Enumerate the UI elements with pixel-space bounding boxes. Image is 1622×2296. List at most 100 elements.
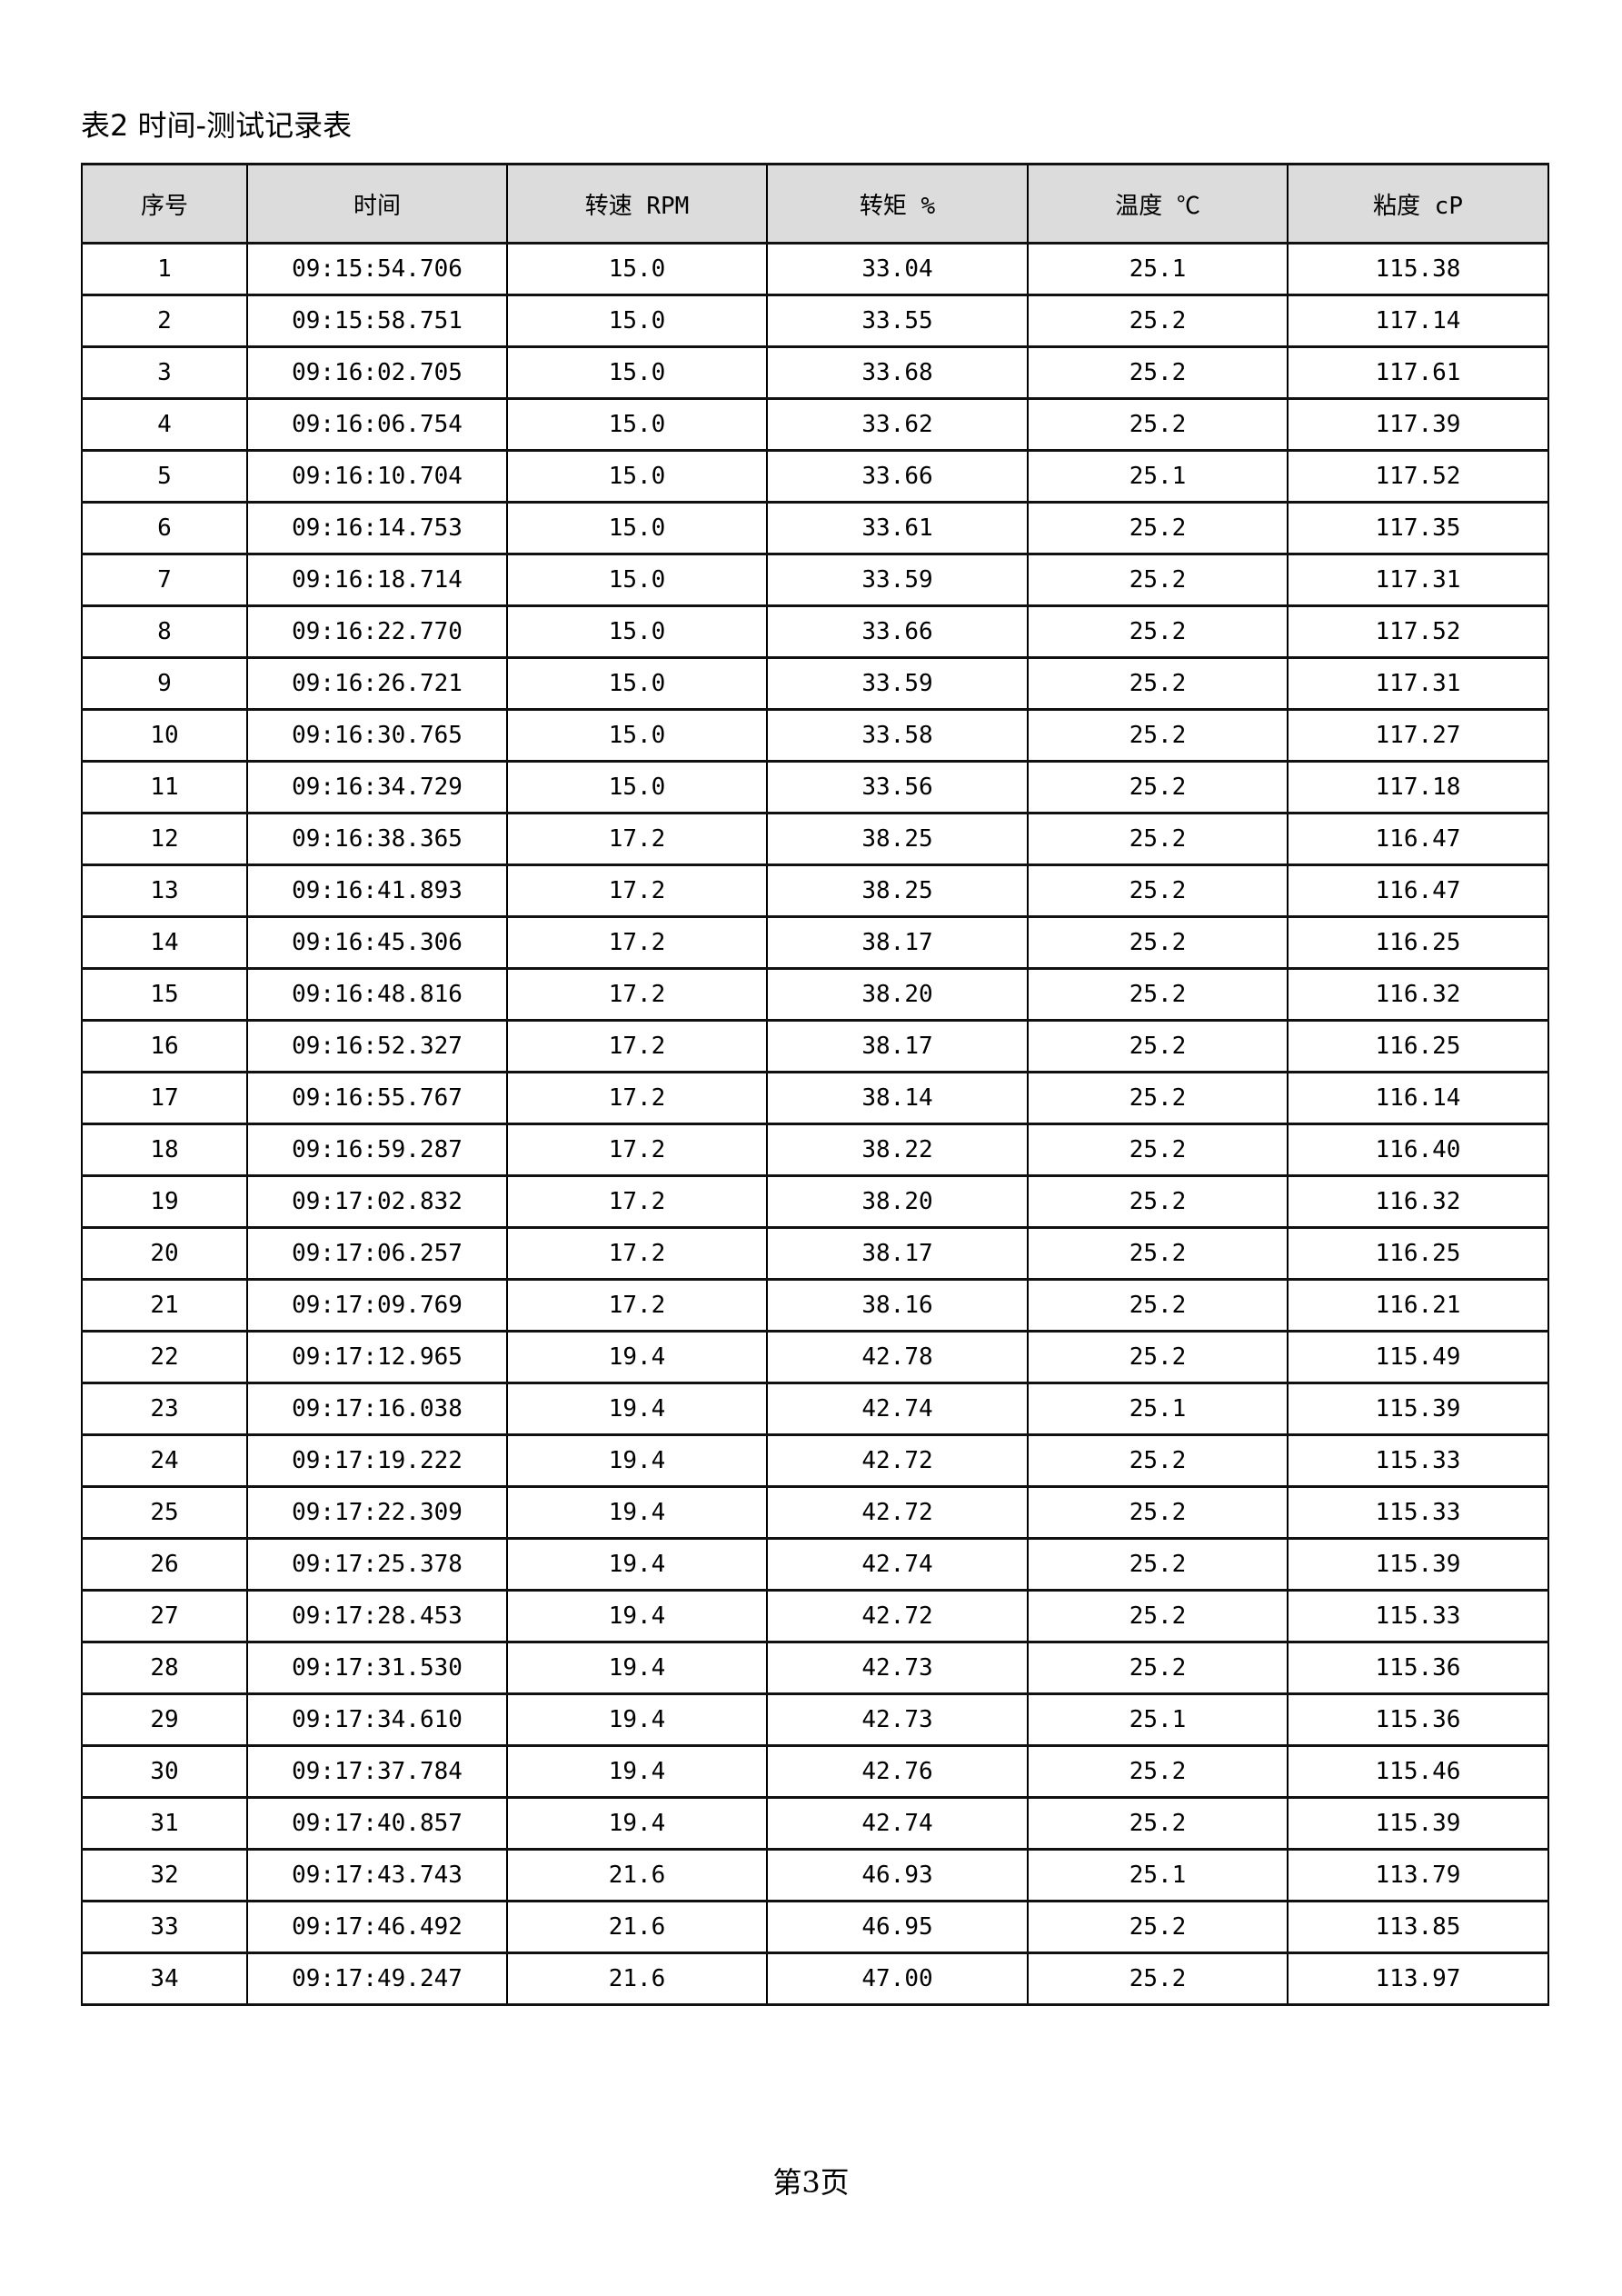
cell-viscosity: 117.52 — [1287, 604, 1549, 659]
cell-torque: 46.93 — [766, 1848, 1029, 1902]
column-header-speed: 转速 RPM — [506, 163, 768, 245]
cell-speed: 17.2 — [506, 1071, 768, 1125]
cell-temperature: 25.2 — [1027, 708, 1289, 763]
cell-viscosity: 115.38 — [1287, 242, 1549, 296]
table-row: 33 09:17:46.492 21.6 46.95 25.2 113.85 — [81, 1900, 1549, 1954]
cell-temperature: 25.2 — [1027, 501, 1289, 555]
cell-torque: 38.14 — [766, 1071, 1029, 1125]
cell-index: 5 — [81, 449, 248, 504]
cell-temperature: 25.2 — [1027, 1226, 1289, 1281]
cell-torque: 42.73 — [766, 1641, 1029, 1695]
cell-speed: 17.2 — [506, 1174, 768, 1229]
cell-torque: 42.72 — [766, 1589, 1029, 1643]
cell-time: 09:16:41.893 — [246, 863, 508, 918]
table-row: 15 09:16:48.816 17.2 38.20 25.2 116.32 — [81, 967, 1549, 1022]
cell-temperature: 25.2 — [1027, 1900, 1289, 1954]
cell-torque: 33.66 — [766, 604, 1029, 659]
column-header-temperature: 温度 ℃ — [1027, 163, 1289, 245]
table-row: 32 09:17:43.743 21.6 46.93 25.1 113.79 — [81, 1848, 1549, 1902]
cell-torque: 38.25 — [766, 812, 1029, 866]
table-row: 18 09:16:59.287 17.2 38.22 25.2 116.40 — [81, 1123, 1549, 1177]
cell-temperature: 25.2 — [1027, 915, 1289, 970]
cell-index: 13 — [81, 863, 248, 918]
table-row: 8 09:16:22.770 15.0 33.66 25.2 117.52 — [81, 604, 1549, 659]
table-row: 7 09:16:18.714 15.0 33.59 25.2 117.31 — [81, 553, 1549, 607]
cell-temperature: 25.2 — [1027, 812, 1289, 866]
cell-temperature: 25.2 — [1027, 1796, 1289, 1851]
cell-index: 16 — [81, 1019, 248, 1073]
cell-torque: 33.59 — [766, 656, 1029, 711]
cell-index: 23 — [81, 1382, 248, 1436]
table-row: 29 09:17:34.610 19.4 42.73 25.1 115.36 — [81, 1692, 1549, 1747]
cell-temperature: 25.2 — [1027, 294, 1289, 348]
cell-time: 09:15:54.706 — [246, 242, 508, 296]
cell-viscosity: 115.36 — [1287, 1641, 1549, 1695]
table-row: 1 09:15:54.706 15.0 33.04 25.1 115.38 — [81, 242, 1549, 296]
cell-time: 09:16:55.767 — [246, 1071, 508, 1125]
cell-time: 09:17:25.378 — [246, 1537, 508, 1592]
cell-torque: 42.74 — [766, 1382, 1029, 1436]
cell-index: 21 — [81, 1278, 248, 1333]
cell-index: 12 — [81, 812, 248, 866]
cell-speed: 21.6 — [506, 1900, 768, 1954]
cell-viscosity: 115.36 — [1287, 1692, 1549, 1747]
cell-speed: 17.2 — [506, 1226, 768, 1281]
cell-viscosity: 113.79 — [1287, 1848, 1549, 1902]
cell-time: 09:17:06.257 — [246, 1226, 508, 1281]
cell-speed: 19.4 — [506, 1796, 768, 1851]
cell-temperature: 25.1 — [1027, 1848, 1289, 1902]
table-row: 31 09:17:40.857 19.4 42.74 25.2 115.39 — [81, 1796, 1549, 1851]
cell-temperature: 25.2 — [1027, 397, 1289, 452]
cell-time: 09:16:52.327 — [246, 1019, 508, 1073]
table-row: 3 09:16:02.705 15.0 33.68 25.2 117.61 — [81, 345, 1549, 400]
cell-viscosity: 115.33 — [1287, 1589, 1549, 1643]
cell-speed: 15.0 — [506, 449, 768, 504]
cell-temperature: 25.2 — [1027, 1433, 1289, 1488]
cell-torque: 38.17 — [766, 915, 1029, 970]
column-header-index: 序号 — [81, 163, 248, 245]
page-number: 第3页 — [772, 2165, 850, 2200]
cell-time: 09:16:06.754 — [246, 397, 508, 452]
table-title: 表2 时间-测试记录表 — [81, 108, 353, 143]
cell-torque: 42.76 — [766, 1744, 1029, 1799]
cell-index: 31 — [81, 1796, 248, 1851]
cell-speed: 17.2 — [506, 1278, 768, 1333]
table-row: 26 09:17:25.378 19.4 42.74 25.2 115.39 — [81, 1537, 1549, 1592]
cell-temperature: 25.1 — [1027, 449, 1289, 504]
cell-time: 09:17:19.222 — [246, 1433, 508, 1488]
cell-torque: 42.74 — [766, 1796, 1029, 1851]
cell-speed: 15.0 — [506, 397, 768, 452]
cell-viscosity: 116.25 — [1287, 1019, 1549, 1073]
cell-index: 33 — [81, 1900, 248, 1954]
cell-time: 09:17:43.743 — [246, 1848, 508, 1902]
cell-torque: 38.20 — [766, 967, 1029, 1022]
cell-viscosity: 116.32 — [1287, 967, 1549, 1022]
cell-time: 09:17:09.769 — [246, 1278, 508, 1333]
cell-temperature: 25.2 — [1027, 1485, 1289, 1540]
cell-viscosity: 116.14 — [1287, 1071, 1549, 1125]
cell-torque: 38.22 — [766, 1123, 1029, 1177]
cell-viscosity: 116.21 — [1287, 1278, 1549, 1333]
cell-index: 29 — [81, 1692, 248, 1747]
cell-temperature: 25.2 — [1027, 656, 1289, 711]
cell-time: 09:16:14.753 — [246, 501, 508, 555]
cell-viscosity: 117.14 — [1287, 294, 1549, 348]
cell-speed: 15.0 — [506, 294, 768, 348]
cell-time: 09:15:58.751 — [246, 294, 508, 348]
cell-speed: 19.4 — [506, 1382, 768, 1436]
cell-torque: 33.68 — [766, 345, 1029, 400]
column-header-time: 时间 — [246, 163, 508, 245]
cell-speed: 19.4 — [506, 1433, 768, 1488]
cell-temperature: 25.2 — [1027, 760, 1289, 814]
cell-temperature: 25.2 — [1027, 967, 1289, 1022]
cell-index: 15 — [81, 967, 248, 1022]
cell-speed: 15.0 — [506, 242, 768, 296]
cell-torque: 38.16 — [766, 1278, 1029, 1333]
cell-time: 09:17:12.965 — [246, 1330, 508, 1384]
cell-index: 27 — [81, 1589, 248, 1643]
table-row: 17 09:16:55.767 17.2 38.14 25.2 116.14 — [81, 1071, 1549, 1125]
cell-temperature: 25.1 — [1027, 1692, 1289, 1747]
cell-torque: 33.04 — [766, 242, 1029, 296]
cell-time: 09:16:38.365 — [246, 812, 508, 866]
table-row: 19 09:17:02.832 17.2 38.20 25.2 116.32 — [81, 1174, 1549, 1229]
